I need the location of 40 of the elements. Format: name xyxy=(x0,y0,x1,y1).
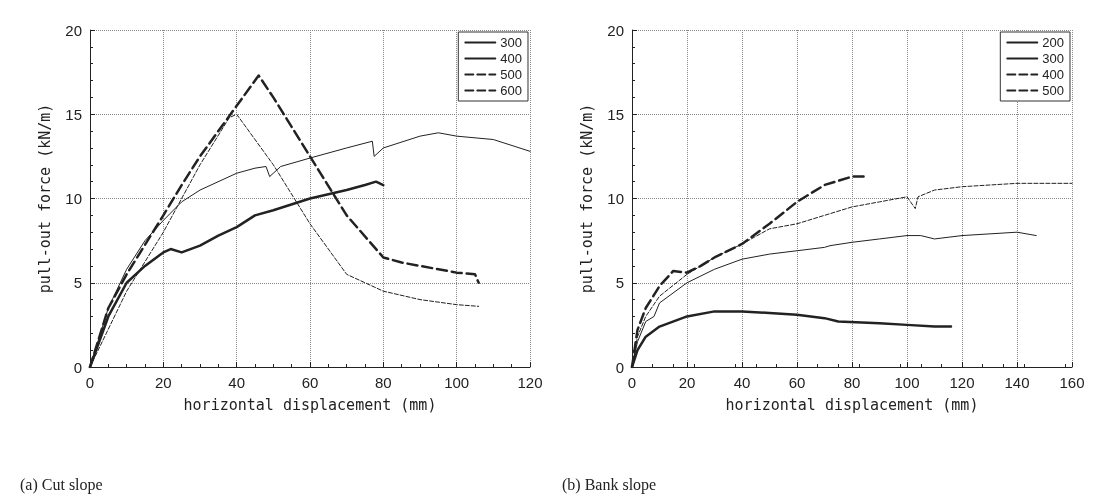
y-tick-label: 5 xyxy=(615,274,624,292)
legend-label: 200 xyxy=(1042,35,1065,50)
x-tick-label: 0 xyxy=(85,374,95,391)
x-tick-label: 120 xyxy=(517,374,543,391)
x-tick-label: 20 xyxy=(154,374,172,391)
text: (a) Cut slope xyxy=(20,475,103,494)
x-tick-label: 120 xyxy=(949,374,975,391)
x-tick-label: 40 xyxy=(733,374,751,391)
y-tick-label: 15 xyxy=(607,105,624,123)
x-tick-label: 100 xyxy=(894,374,920,391)
legend-label: 500 xyxy=(1042,83,1065,98)
legend-label: 300 xyxy=(500,35,523,50)
legend-label: 400 xyxy=(1042,67,1065,82)
x-tick-label: 20 xyxy=(678,374,696,391)
legend-label: 500 xyxy=(500,67,523,82)
y-tick-label: 0 xyxy=(615,358,624,376)
x-axis-title: horizontal displacement (mm) xyxy=(183,395,437,414)
text: (b) Bank slope xyxy=(562,475,657,494)
y-tick-label: 20 xyxy=(65,21,82,39)
y-axis-title: pull-out force (kN/m) xyxy=(35,103,54,294)
x-tick-label: 0 xyxy=(627,374,637,391)
legend-label: 300 xyxy=(1042,51,1065,66)
x-tick-label: 140 xyxy=(1004,374,1030,391)
x-tick-label: 60 xyxy=(788,374,806,391)
x-axis-title: horizontal displacement (mm) xyxy=(725,395,979,414)
legend-label: 400 xyxy=(500,51,523,66)
x-tick-label: 100 xyxy=(444,374,470,391)
y-tick-label: 0 xyxy=(73,358,82,376)
y-tick-label: 15 xyxy=(65,105,82,123)
x-tick-label: 60 xyxy=(301,374,319,391)
legend-label: 600 xyxy=(500,83,523,98)
x-tick-label: 80 xyxy=(843,374,861,391)
y-tick-label: 10 xyxy=(65,190,82,207)
y-tick-label: 20 xyxy=(607,21,624,39)
x-tick-label: 160 xyxy=(1059,374,1085,391)
x-tick-label: 80 xyxy=(374,374,392,391)
x-tick-label: 40 xyxy=(228,374,246,391)
y-tick-label: 10 xyxy=(607,190,624,207)
y-tick-label: 5 xyxy=(73,274,82,292)
y-axis-title: pull-out force (kN/m) xyxy=(577,103,596,294)
